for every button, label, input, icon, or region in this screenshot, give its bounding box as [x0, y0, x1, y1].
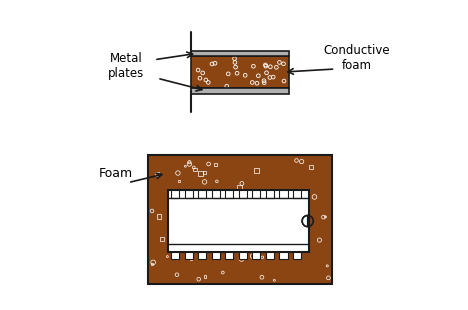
- FancyBboxPatch shape: [266, 190, 274, 198]
- FancyBboxPatch shape: [171, 252, 179, 259]
- FancyBboxPatch shape: [198, 252, 206, 259]
- FancyBboxPatch shape: [225, 190, 234, 198]
- FancyBboxPatch shape: [191, 51, 289, 56]
- Text: Conductive
foam: Conductive foam: [323, 44, 390, 72]
- FancyBboxPatch shape: [191, 56, 289, 88]
- FancyBboxPatch shape: [239, 190, 247, 198]
- FancyBboxPatch shape: [239, 252, 247, 259]
- FancyBboxPatch shape: [225, 252, 234, 259]
- FancyBboxPatch shape: [184, 252, 193, 259]
- FancyBboxPatch shape: [148, 155, 332, 284]
- FancyBboxPatch shape: [252, 252, 261, 259]
- FancyBboxPatch shape: [212, 190, 220, 198]
- FancyBboxPatch shape: [292, 252, 301, 259]
- Wedge shape: [302, 215, 308, 227]
- Text: Metal
plates: Metal plates: [109, 52, 145, 80]
- FancyBboxPatch shape: [168, 190, 309, 252]
- FancyBboxPatch shape: [212, 252, 220, 259]
- FancyBboxPatch shape: [292, 190, 301, 198]
- FancyBboxPatch shape: [279, 190, 287, 198]
- Text: Foam: Foam: [99, 167, 133, 180]
- FancyBboxPatch shape: [171, 190, 179, 198]
- FancyBboxPatch shape: [191, 88, 289, 94]
- FancyBboxPatch shape: [198, 190, 206, 198]
- FancyBboxPatch shape: [252, 190, 261, 198]
- FancyBboxPatch shape: [184, 190, 193, 198]
- FancyBboxPatch shape: [279, 252, 287, 259]
- FancyBboxPatch shape: [266, 252, 274, 259]
